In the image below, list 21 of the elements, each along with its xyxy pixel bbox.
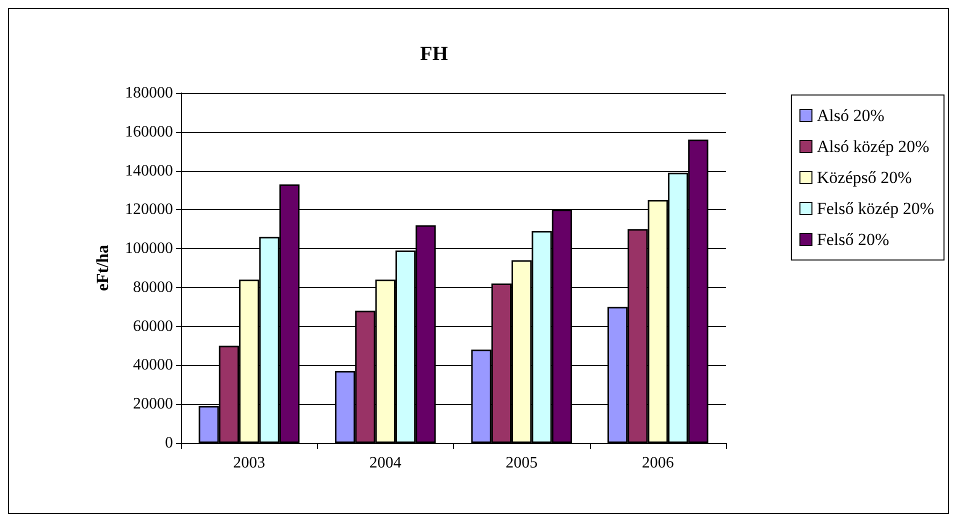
chart-title: FH [420, 43, 448, 65]
x-tick-label: 2004 [369, 454, 402, 472]
legend-label: Alsó 20% [816, 106, 884, 125]
y-tick-label: 140000 [125, 162, 173, 180]
legend-label: Középső 20% [816, 168, 912, 187]
legend-label: Alsó közép 20% [816, 137, 930, 156]
y-tick-label: 180000 [125, 84, 173, 102]
y-axis-title: eFt/ha [93, 244, 112, 292]
y-tick-label: 60000 [133, 318, 173, 335]
x-tick-label: 2006 [642, 454, 674, 472]
x-tick-label: 2005 [506, 454, 538, 472]
y-tick-label: 160000 [125, 123, 173, 140]
legend-label: Felső közép 20% [816, 199, 934, 218]
y-tick-label: 80000 [133, 278, 173, 296]
y-tick-label: 0 [165, 434, 173, 452]
y-tick-label: 100000 [125, 240, 173, 258]
y-tick-label: 20000 [133, 396, 173, 413]
y-tick-label: 120000 [125, 201, 173, 218]
x-tick-label: 2003 [233, 454, 266, 472]
y-tick-label: 40000 [133, 356, 173, 374]
legend-label: Felső 20% [816, 230, 890, 249]
